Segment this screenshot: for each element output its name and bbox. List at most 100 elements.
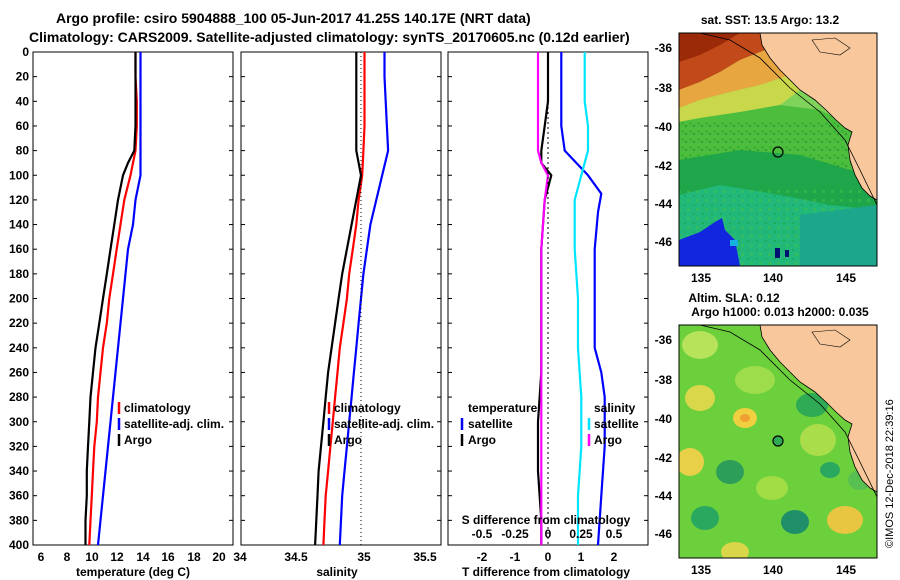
- series-line-argo: [314, 52, 363, 546]
- lat-tick: -40: [655, 412, 673, 426]
- legend-satellite: satellite-adj. clim.: [124, 417, 224, 431]
- sla-map-frame: [678, 324, 878, 559]
- depth-tick-label: 80: [16, 144, 30, 158]
- lat-tick: -38: [655, 81, 673, 95]
- sst-map-frame: [678, 32, 878, 267]
- lon-tick: 140: [763, 271, 783, 285]
- sst-land: [759, 33, 877, 201]
- lat-tick: -36: [655, 333, 673, 347]
- sst-contour: [699, 33, 877, 206]
- sla-blob: [679, 448, 704, 476]
- sla-map: [679, 325, 877, 558]
- series-line-satellite-adj-clim-: [96, 52, 142, 546]
- temperature-x-ticks: 6 8 10 12 14 16 18 20: [38, 550, 226, 564]
- lat-tick: -46: [655, 527, 673, 541]
- sla-lon-ticks: 135 140 145: [691, 563, 856, 577]
- title-line1: Argo profile: csiro 5904888_100 05-Jun-2…: [56, 10, 531, 26]
- legend-satellite: satellite-adj. clim.: [334, 417, 434, 431]
- sst-argo-marker: [772, 146, 784, 158]
- legend-temperature-header: temperature: [468, 401, 538, 415]
- sst-hot-zone: [679, 33, 740, 62]
- sst-land-detail: [811, 37, 851, 56]
- sla-blob: [796, 393, 828, 417]
- sst-map-title: sat. SST: 13.5 Argo: 13.2: [701, 13, 840, 27]
- salinity-series: [314, 52, 390, 546]
- legend-t-satellite: satellite: [468, 417, 513, 431]
- sla-land: [759, 325, 877, 493]
- sla-lat-ticks: -36 -38 -40 -42 -44 -46: [655, 333, 673, 541]
- depth-tick-label: 320: [9, 439, 29, 453]
- series-line-satellite-adj-clim-: [338, 52, 390, 546]
- t-diff-tick: -2: [477, 550, 488, 564]
- sst-southeast: [800, 205, 877, 266]
- depth-tick-label: 200: [9, 292, 29, 306]
- sla-map-title: Altim. SLA: 0.12: [688, 291, 780, 305]
- temperature-xlabel: temperature (deg C): [76, 565, 190, 579]
- sla-land-detail: [811, 329, 851, 348]
- lat-tick: -40: [655, 120, 673, 134]
- sst-orange-band: [679, 45, 800, 108]
- s-diff-tick: 0.5: [606, 527, 623, 541]
- series-line-climatology: [322, 52, 366, 546]
- t-diff-tick: 2: [611, 550, 618, 564]
- legend-salinity-header: salinity: [594, 401, 636, 415]
- s-diff-tick: -0.25: [501, 527, 529, 541]
- s-diff-tick: 0: [545, 527, 552, 541]
- temp-tick: 12: [110, 550, 124, 564]
- sal-tick: 34.5: [284, 550, 308, 564]
- temp-tick: 20: [212, 550, 226, 564]
- depth-tick-label: 100: [9, 168, 29, 182]
- depth-tick-label: 20: [16, 70, 30, 84]
- s-diff-label: S difference from climatology: [462, 513, 631, 527]
- legend-s-satellite: satellite: [594, 417, 639, 431]
- sla-blob: [827, 506, 863, 534]
- s-diff-tick: 0.25: [569, 527, 593, 541]
- depth-tick-label: 340: [9, 464, 29, 478]
- depth-tick-label: 360: [9, 489, 29, 503]
- lat-tick: -44: [655, 197, 673, 211]
- sla-blob: [682, 331, 718, 359]
- depth-tick-label: 300: [9, 415, 29, 429]
- sst-cold-blue: [679, 218, 740, 266]
- depth-tick-label: 160: [9, 242, 29, 256]
- legend-argo: Argo: [124, 433, 152, 447]
- salinity-xlabel: salinity: [316, 565, 358, 579]
- depth-axis: 0 20 40 60 80 100 120 140 160 180 200 220 240 260 280 3…: [9, 45, 648, 552]
- lat-tick: -44: [655, 489, 673, 503]
- sla-blob: [721, 542, 749, 558]
- temp-tick: 16: [161, 550, 175, 564]
- sla-blob: [716, 460, 744, 484]
- lat-tick: -38: [655, 373, 673, 387]
- s-diff-tick: -0.5: [472, 527, 493, 541]
- temp-tick: 18: [187, 550, 201, 564]
- sal-tick: 35: [357, 550, 371, 564]
- legend-climatology: climatology: [124, 401, 191, 415]
- temp-tick: 6: [38, 550, 45, 564]
- legend-argo: Argo: [334, 433, 362, 447]
- temp-tick: 14: [136, 550, 150, 564]
- salinity-panel: [240, 51, 442, 546]
- legend-climatology: climatology: [334, 401, 401, 415]
- temperature-legend: climatology satellite-adj. clim. Argo: [117, 401, 224, 447]
- temp-tick: 10: [85, 550, 99, 564]
- depth-tick-label: 40: [16, 94, 30, 108]
- sst-yellow-band: [679, 75, 800, 122]
- depth-tick-label: 180: [9, 267, 29, 281]
- difference-legend: temperature satellite Argo salinity sate…: [460, 401, 639, 447]
- salinity-legend: climatology satellite-adj. clim. Argo: [327, 401, 434, 447]
- temperature-panel: [32, 51, 234, 546]
- depth-tick-label: 60: [16, 119, 30, 133]
- difference-series: [536, 52, 606, 546]
- sal-tick: 34: [233, 550, 247, 564]
- sla-blob: [781, 510, 809, 534]
- depth-tick-label: 220: [9, 316, 29, 330]
- depth-tick-label: 400: [9, 538, 29, 552]
- series-line-climatology: [88, 52, 138, 546]
- sla-map-subtitle: Argo h1000: 0.013 h2000: 0.035: [691, 305, 869, 319]
- series-line-argo: [84, 52, 137, 545]
- series-line-salinity-satellite: [573, 52, 590, 545]
- sst-pixel: [785, 250, 789, 257]
- sla-blob: [691, 506, 719, 530]
- sla-argo-marker: [772, 435, 784, 447]
